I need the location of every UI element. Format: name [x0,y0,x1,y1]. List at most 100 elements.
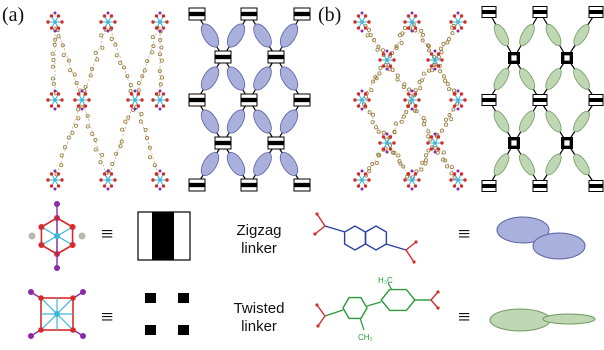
linker-atom [392,150,397,155]
linker-ellipse [279,23,299,48]
oxygen-atom [449,178,453,182]
panel-a-schematic [188,7,311,192]
node-band [482,184,496,188]
halide-atom [133,89,137,93]
linker-atom [423,161,428,166]
oxygen-atom [56,26,61,30]
metal-atom [80,98,84,102]
oxygen-atom [60,98,64,102]
node-band [189,182,205,188]
linker-atom [159,45,164,50]
metal-atom [360,98,364,102]
linker-atom [445,164,450,169]
linker-atom [421,32,426,37]
oxygen-atom [363,184,368,188]
linker-atom [59,153,64,158]
oxygen-atom [129,104,134,108]
oxygen-atom [413,172,418,176]
oxygen-atom [378,58,382,62]
linker-atom [430,68,435,73]
node-band [268,140,284,146]
oxygen-atom [315,212,319,216]
oxygen-atom [313,232,317,236]
oxygen-atom [381,147,386,151]
node-notch [178,303,189,325]
node-band [189,97,205,103]
oxygen-atom [406,172,411,176]
linker-atom [404,109,409,114]
oxygen-atom [436,306,440,310]
oxygen-atom [161,104,166,108]
linker-ellipse [545,23,562,47]
halide-atom [456,187,460,191]
oxygen-atom [388,135,393,139]
node-band [294,97,310,103]
oxygen-atom [367,98,371,102]
metal-cluster [449,11,467,33]
linker-atom [56,34,61,39]
linker-atom [99,33,104,38]
oxygen-atom [353,178,357,182]
oxygen-atom [356,26,361,30]
oxygen-atom [436,290,440,294]
zigzag-ellipse-2 [532,232,586,260]
linker-atom [366,27,371,32]
node-hole [564,55,570,61]
oxygen-atom [363,14,368,18]
halide-atom [53,11,57,15]
oxygen-atom [388,64,393,68]
metal-cluster [426,49,444,71]
zigzag-linker-label: Zigzag linker [224,222,294,258]
linker-atom [427,48,432,53]
metal-atom [54,233,60,239]
linker-atom [100,45,105,50]
halide-atom [80,107,84,111]
metal-cluster [353,89,371,111]
node-band [533,98,547,102]
aromatic-ring [342,296,368,320]
halide-atom [385,67,389,71]
oxygen-atom [161,172,166,176]
node-notch [156,325,178,335]
halide-atom [53,107,57,111]
oxygen-atom [459,14,464,18]
linker-atom [449,117,454,122]
oxygen-atom [46,178,50,182]
oxygen-atom [363,92,368,96]
linker-atom [152,163,157,168]
metal-atom [53,98,57,102]
halide-atom [410,169,414,173]
linker-atom [93,50,98,55]
aromatic-ring [380,288,416,312]
oxygen-atom [83,92,88,96]
oxygen-atom [381,135,386,139]
metal-atom [456,20,460,24]
linker-atom [371,79,376,84]
oxygen-atom [49,184,54,188]
linker-atom [441,150,446,155]
linker-atom [50,76,55,81]
oxygen-atom [87,98,91,102]
oxygen-atom [38,242,45,248]
linker-atom [398,161,403,166]
linker-atom [391,150,396,155]
linker-atom [50,51,55,56]
halide-atom [80,89,84,93]
oxygen-atom [417,98,421,102]
linker-bond [81,99,109,181]
linker-atom [159,58,164,63]
aromatic-ring [343,225,367,251]
linker-atom [405,174,410,179]
linker-ellipse [573,68,590,90]
oxygen-atom [70,295,76,301]
linker-atom [420,160,425,165]
oxygen-atom [356,184,361,188]
halide-atom [158,187,162,191]
oxygen-atom [436,52,441,56]
node-hole [564,140,570,146]
oxygen-atom [406,14,411,18]
linker-atom [367,110,372,115]
linker-atom [413,88,418,93]
metal-cluster [353,11,371,33]
oxygen-atom [113,178,117,182]
